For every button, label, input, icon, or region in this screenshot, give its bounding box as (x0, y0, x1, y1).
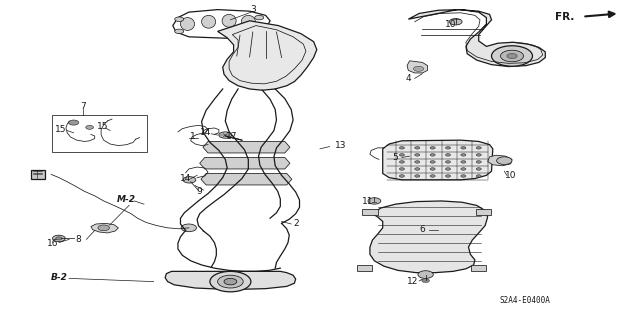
Text: 17: 17 (226, 132, 237, 141)
Ellipse shape (222, 14, 236, 27)
Text: 7: 7 (81, 102, 86, 111)
Polygon shape (200, 157, 290, 169)
Circle shape (415, 175, 420, 177)
Circle shape (399, 161, 404, 163)
Circle shape (219, 132, 232, 138)
Circle shape (445, 168, 451, 170)
Polygon shape (408, 10, 545, 67)
Circle shape (476, 154, 481, 156)
Circle shape (210, 271, 251, 292)
Circle shape (415, 154, 420, 156)
Circle shape (415, 161, 420, 163)
Circle shape (430, 168, 435, 170)
Circle shape (476, 147, 481, 149)
Bar (357, 265, 372, 271)
Circle shape (399, 175, 404, 177)
Polygon shape (218, 21, 317, 90)
Text: 14: 14 (200, 128, 212, 137)
Circle shape (415, 168, 420, 170)
Circle shape (257, 27, 266, 32)
Circle shape (445, 161, 451, 163)
Circle shape (445, 175, 451, 177)
Text: 12: 12 (407, 277, 419, 286)
Polygon shape (165, 271, 296, 290)
Text: 15: 15 (97, 122, 108, 131)
Circle shape (56, 237, 62, 240)
Text: B-2: B-2 (51, 273, 67, 282)
Text: 9: 9 (197, 187, 202, 196)
Circle shape (183, 177, 196, 183)
Circle shape (68, 120, 79, 125)
Polygon shape (370, 201, 488, 273)
Text: 1: 1 (191, 132, 196, 141)
Text: 15: 15 (55, 125, 67, 134)
Circle shape (224, 278, 237, 285)
Polygon shape (383, 140, 493, 180)
Ellipse shape (241, 15, 255, 28)
Circle shape (430, 161, 435, 163)
Circle shape (422, 279, 429, 283)
Circle shape (461, 161, 466, 163)
Bar (362, 209, 378, 215)
Circle shape (476, 168, 481, 170)
Ellipse shape (202, 15, 216, 28)
Circle shape (461, 175, 466, 177)
Text: 10: 10 (505, 172, 516, 180)
Circle shape (98, 225, 109, 231)
Circle shape (430, 147, 435, 149)
Circle shape (368, 198, 381, 204)
Polygon shape (407, 61, 428, 73)
Circle shape (415, 147, 420, 149)
Text: 6: 6 (420, 225, 425, 234)
Text: 13: 13 (335, 141, 346, 150)
Circle shape (430, 175, 435, 177)
Bar (471, 265, 486, 271)
Circle shape (175, 17, 184, 21)
Circle shape (52, 235, 65, 242)
Circle shape (255, 15, 264, 20)
Circle shape (461, 168, 466, 170)
Text: 16: 16 (47, 239, 58, 248)
Circle shape (430, 154, 435, 156)
Ellipse shape (180, 18, 195, 30)
Circle shape (461, 147, 466, 149)
Polygon shape (201, 173, 292, 185)
Circle shape (175, 29, 184, 34)
Circle shape (461, 154, 466, 156)
Text: 14: 14 (180, 174, 191, 183)
Bar (476, 209, 491, 215)
Text: 4: 4 (406, 74, 411, 83)
Text: M-2: M-2 (117, 196, 136, 204)
Circle shape (418, 271, 433, 278)
Circle shape (449, 19, 462, 25)
Polygon shape (203, 141, 290, 153)
Circle shape (218, 275, 243, 288)
Text: S2A4-E0400A: S2A4-E0400A (499, 296, 550, 305)
Circle shape (476, 161, 481, 163)
Circle shape (399, 154, 404, 156)
Circle shape (399, 168, 404, 170)
Text: 3: 3 (250, 5, 255, 14)
Text: 8: 8 (76, 235, 81, 244)
Polygon shape (31, 170, 45, 179)
Circle shape (399, 147, 404, 149)
Text: 11: 11 (362, 197, 374, 206)
Circle shape (500, 50, 524, 62)
Text: 2: 2 (293, 220, 298, 228)
Circle shape (497, 157, 512, 164)
Circle shape (445, 154, 451, 156)
Circle shape (507, 53, 517, 59)
Circle shape (492, 46, 532, 66)
Polygon shape (488, 155, 512, 166)
Text: 10: 10 (445, 20, 457, 29)
Circle shape (86, 125, 93, 129)
Circle shape (445, 147, 451, 149)
Polygon shape (91, 223, 118, 233)
Circle shape (413, 66, 424, 71)
Circle shape (476, 175, 481, 177)
Text: 5: 5 (393, 153, 398, 162)
Circle shape (181, 224, 196, 232)
Text: FR.: FR. (556, 12, 575, 22)
